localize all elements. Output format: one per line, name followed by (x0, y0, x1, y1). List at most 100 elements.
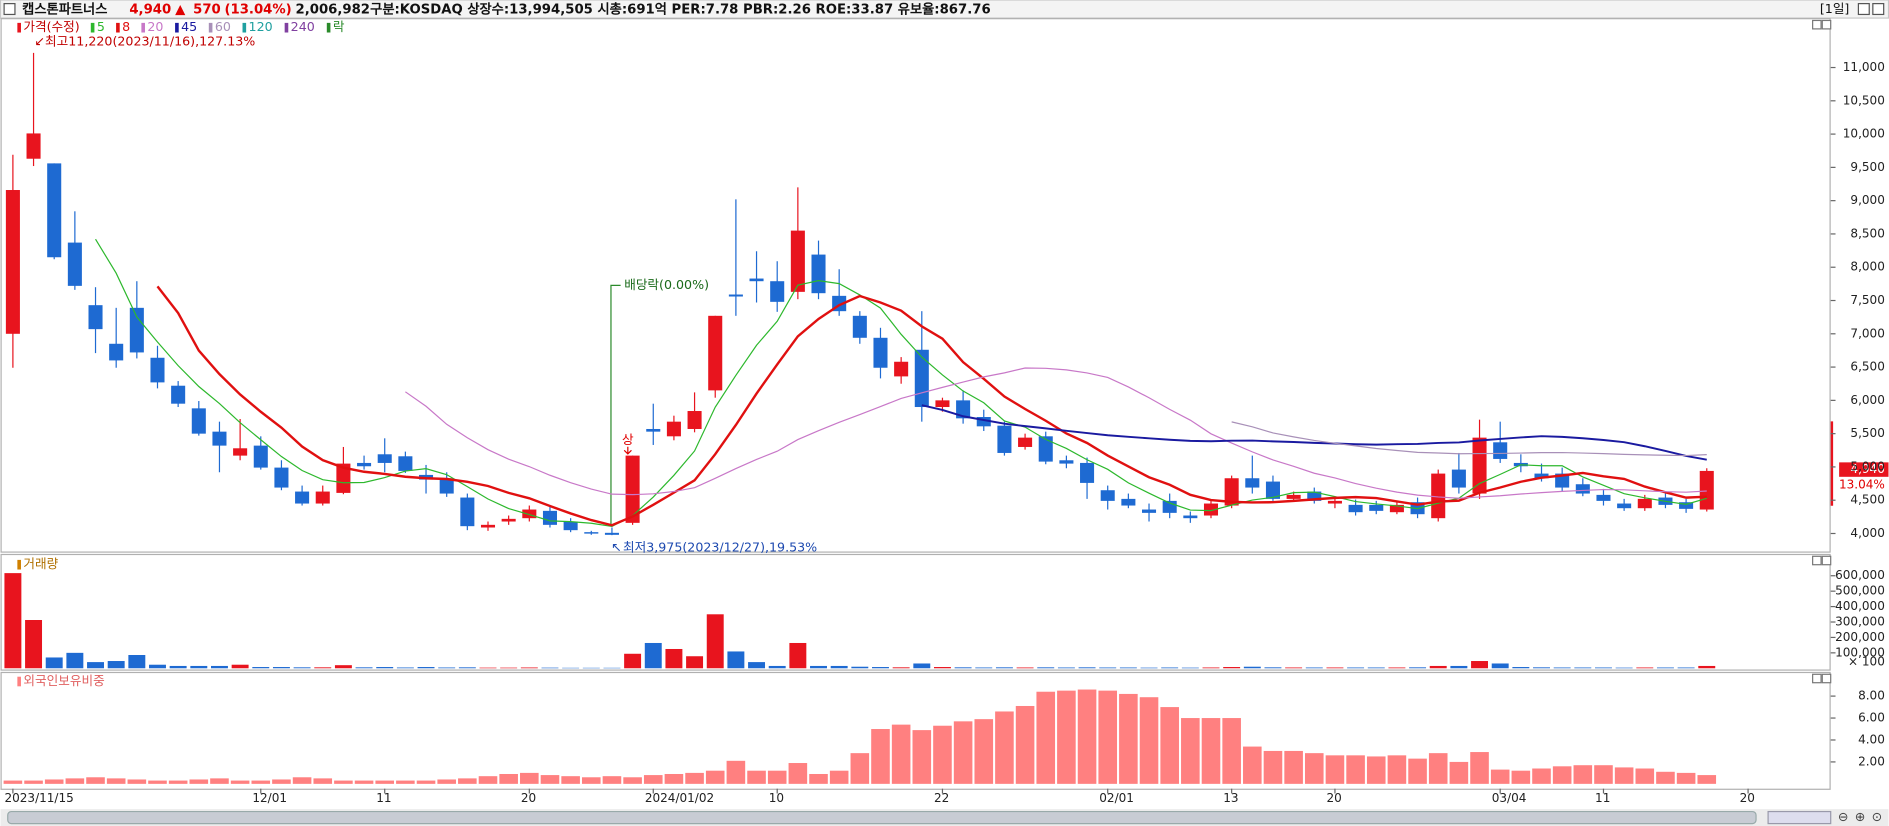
bar (913, 663, 931, 669)
bar (1635, 768, 1655, 784)
bar (1325, 755, 1345, 784)
bar (705, 770, 725, 784)
bar (975, 667, 993, 669)
legend-swatch (90, 22, 95, 33)
candle-body (1699, 470, 1714, 510)
bar (210, 665, 228, 669)
candle-body (274, 467, 289, 488)
checkbox[interactable] (3, 3, 16, 16)
panel-button[interactable] (1821, 555, 1832, 566)
bar (1284, 750, 1303, 784)
candle-body (873, 337, 888, 368)
panel-button[interactable] (1812, 555, 1822, 566)
candle-body (357, 462, 372, 467)
candle-body (1286, 494, 1301, 499)
bar (665, 648, 683, 669)
zoom-slider[interactable] (1767, 810, 1832, 825)
panel-button[interactable] (1812, 19, 1822, 30)
legend-swatch (175, 22, 179, 33)
high-note: 최고11,220(2023/11/16),127.13% (45, 34, 255, 49)
legend-swatch (17, 22, 21, 33)
bar (458, 778, 477, 784)
panel-button[interactable] (1821, 19, 1832, 30)
bar (541, 667, 559, 669)
bar (520, 667, 538, 669)
bar (355, 667, 373, 669)
bar (334, 665, 352, 669)
window-button[interactable] (1872, 3, 1885, 16)
zoom-out[interactable]: ⊖ (1838, 809, 1849, 824)
zoom-in[interactable]: ⊕ (1855, 809, 1866, 824)
bar (3, 780, 23, 784)
bar (106, 778, 126, 784)
bar (1036, 691, 1056, 784)
dividend-line (610, 284, 621, 527)
bar (1119, 667, 1137, 669)
candle-body (1596, 494, 1611, 501)
bar (1408, 758, 1427, 784)
bar (1429, 665, 1447, 669)
candle-body (708, 315, 723, 391)
panel-button[interactable] (1821, 673, 1832, 684)
y-tick-label: 4.00 (1858, 732, 1885, 746)
candle-body (625, 455, 640, 523)
bar (1490, 769, 1510, 784)
bar (1491, 663, 1509, 669)
bar (727, 651, 745, 669)
arrow: ↖ (611, 539, 622, 554)
price-box-label: 4,940 (1850, 462, 1884, 476)
bar (830, 665, 848, 669)
candle-body (1307, 491, 1322, 501)
period[interactable]: [1일] (1820, 1, 1850, 16)
y-tick-label: 5,000 (1850, 459, 1884, 473)
candle-body (997, 425, 1012, 453)
window-button[interactable] (1857, 3, 1870, 16)
candle-body (542, 510, 557, 525)
bar (1181, 667, 1199, 669)
bar (86, 777, 105, 784)
bar (1057, 667, 1075, 669)
bar (706, 614, 724, 669)
moving-average (95, 238, 1707, 528)
bar (1450, 665, 1468, 669)
legend-swatch (208, 22, 213, 33)
bar (168, 780, 188, 784)
legend-label: 5 (97, 19, 105, 34)
x-tick-label: 2023/11/15 (4, 791, 73, 805)
y-tick-label: 5,500 (1850, 426, 1884, 440)
candle-body (852, 315, 867, 338)
bar (995, 711, 1014, 784)
x-tick-label: 13 (1223, 791, 1238, 805)
bar (643, 775, 663, 784)
candle-body (1245, 478, 1260, 488)
bar (1263, 750, 1283, 784)
candle-body (460, 497, 475, 527)
candle-body (646, 428, 661, 432)
candle-body (67, 242, 82, 286)
candle-body (522, 509, 537, 519)
candle-body (109, 343, 124, 361)
bar (995, 667, 1013, 669)
zoom-reset[interactable]: ⊙ (1872, 809, 1883, 824)
panel-button[interactable] (1812, 673, 1822, 684)
bar (1078, 667, 1096, 669)
candle-body (480, 524, 496, 528)
candle-body (501, 518, 516, 522)
change-pct: (13.04%) (224, 3, 291, 18)
bar (128, 655, 146, 669)
bar (1656, 667, 1674, 669)
y-tick-label: 6,500 (1850, 360, 1884, 374)
y-tick-label: 600,000 (1835, 568, 1885, 582)
bar (1428, 753, 1448, 784)
foreign-panel (0, 671, 1831, 790)
y-tick-label: 300,000 (1835, 615, 1885, 629)
price: 4,940 (129, 3, 171, 18)
scroll-thumb[interactable] (7, 810, 1757, 825)
legend-label: 락 (333, 19, 345, 34)
candle-body (811, 254, 826, 294)
x-tick-label: 03/04 (1492, 791, 1527, 805)
candle-body (129, 307, 144, 353)
bar (1511, 770, 1531, 784)
y-tick-label: 400,000 (1835, 599, 1885, 613)
bar (1471, 661, 1489, 669)
